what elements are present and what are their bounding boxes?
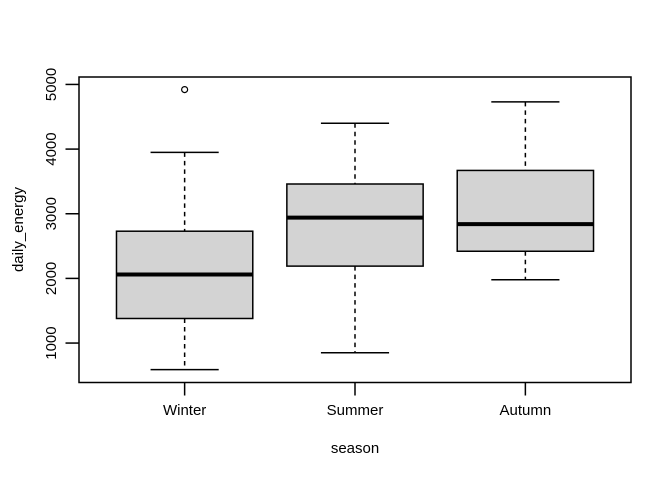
- x-axis-title: season: [331, 440, 379, 457]
- box-rect: [456, 169, 595, 252]
- y-tick-label: 3000: [43, 197, 60, 230]
- y-tick-label: 1000: [43, 326, 60, 359]
- x-tick-label: Winter: [163, 402, 206, 419]
- y-tick-label: 5000: [43, 68, 60, 101]
- box-rect: [286, 183, 424, 267]
- x-tick-label: Autumn: [500, 402, 552, 419]
- outlier-point: [181, 86, 189, 94]
- plot-area: 1000 2000 3000 4000 5000 Winter Summer Autumn: [43, 68, 632, 419]
- y-tick-label: 4000: [43, 132, 60, 165]
- y-axis-title: daily_energy: [10, 186, 27, 272]
- x-tick-label: Summer: [327, 402, 384, 419]
- y-tick-label: 2000: [43, 262, 60, 295]
